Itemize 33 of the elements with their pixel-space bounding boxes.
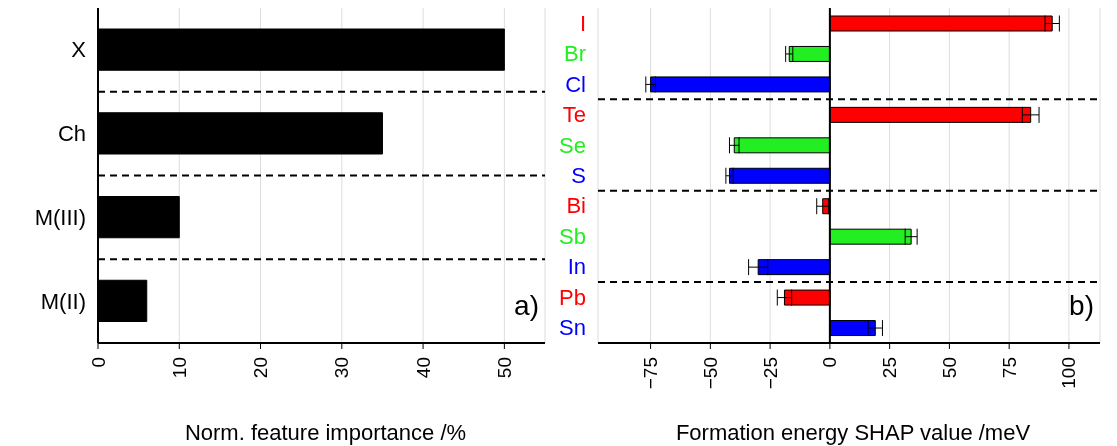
y-tick-label: M(III) — [34, 204, 86, 230]
x-tick-label: 100 — [1058, 357, 1080, 389]
y-tick-label: X — [71, 37, 87, 63]
y-tick-label: Br — [564, 41, 586, 67]
y-tick-label: Ch — [57, 121, 86, 147]
x-tick-label: 25 — [879, 357, 901, 379]
y-tick-label: S — [571, 163, 586, 188]
x-tick-label: 50 — [938, 357, 960, 379]
y-tick-label: In — [567, 254, 586, 280]
y-tick-label: M(II) — [40, 288, 86, 314]
x-axis-title: Norm. feature importance /% — [183, 420, 468, 446]
y-tick-label: Pb — [559, 284, 586, 310]
x-tick-label: 30 — [331, 357, 353, 379]
x-tick-label: 10 — [168, 357, 190, 379]
x-tick-label: −75 — [640, 357, 662, 390]
x-axis-title: Formation energy SHAP value /meV — [674, 420, 1032, 446]
y-tick-label: I — [579, 10, 586, 36]
x-tick-label: 20 — [250, 357, 272, 379]
x-tick-label: 75 — [998, 357, 1020, 379]
x-tick-label: −50 — [699, 357, 721, 390]
y-tick-label: Sn — [559, 315, 586, 341]
x-tick-label: 40 — [412, 357, 434, 379]
x-tick-label: 0 — [819, 357, 841, 368]
y-tick-label: Se — [559, 132, 586, 158]
y-tick-label: Te — [562, 102, 586, 128]
y-tick-label: Bi — [566, 193, 586, 219]
annotation: a) — [514, 290, 539, 322]
annotation: b) — [1069, 290, 1094, 322]
y-tick-label: Cl — [565, 71, 586, 97]
x-tick-label: −25 — [759, 357, 781, 390]
x-tick-label: 50 — [493, 357, 515, 379]
y-tick-label: Sb — [559, 223, 586, 249]
x-tick-label: 0 — [87, 357, 109, 368]
